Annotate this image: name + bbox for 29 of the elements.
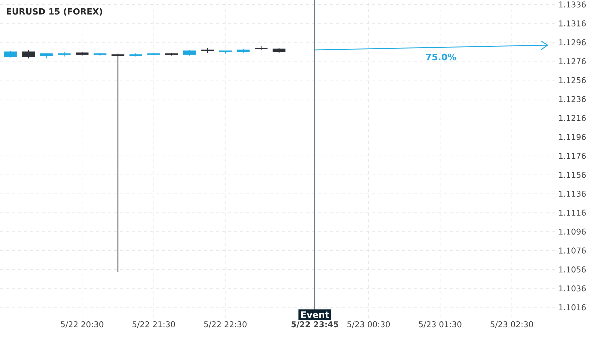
y-tick-label: 1.1016 bbox=[559, 304, 586, 311]
x-tick-label: 5/22 22:30 bbox=[204, 322, 247, 328]
y-tick-label: 1.1276 bbox=[559, 58, 586, 65]
candlestick bbox=[58, 52, 71, 58]
y-tick-label: 1.1176 bbox=[559, 153, 586, 160]
y-tick-label: 1.1336 bbox=[559, 2, 586, 8]
ref-line-label: Event bbox=[302, 312, 330, 318]
y-tick-label: 1.1236 bbox=[559, 96, 586, 102]
y-tick-label: 1.1316 bbox=[559, 20, 586, 27]
y-tick-label: 1.1136 bbox=[559, 190, 586, 198]
y-tick-label: 1.1036 bbox=[559, 286, 586, 292]
y-tick-label: 1.1156 bbox=[559, 172, 586, 178]
y-tick-label: 1.1196 bbox=[559, 134, 586, 140]
y-tick-label: 1.1256 bbox=[559, 77, 586, 84]
x-tick-label: 5/22 21:30 bbox=[132, 322, 176, 328]
x-tick-label: 5/22 20:30 bbox=[61, 322, 104, 328]
candlestick bbox=[112, 54, 125, 273]
y-tick-label: 1.1096 bbox=[559, 228, 586, 235]
x-tick-label: 5/23 01:30 bbox=[419, 322, 462, 328]
x-tick-label: 5/23 00:30 bbox=[348, 322, 390, 328]
y-tick-label: 1.1056 bbox=[559, 266, 586, 273]
y-tick-label: 1.1116 bbox=[559, 210, 586, 216]
y-tick-label: 1.1216 bbox=[559, 115, 586, 122]
text: EURUSD 15 (FOREX) bbox=[7, 8, 102, 16]
x-tick-label: 5/23 02:30 bbox=[490, 322, 534, 328]
x-tick-label: 5/22 23:45 bbox=[292, 322, 338, 328]
y-tick-label: 1.1296 bbox=[559, 40, 586, 46]
annotation: 75.0% bbox=[426, 54, 457, 61]
y-tick-label: 1.1076 bbox=[559, 248, 586, 254]
